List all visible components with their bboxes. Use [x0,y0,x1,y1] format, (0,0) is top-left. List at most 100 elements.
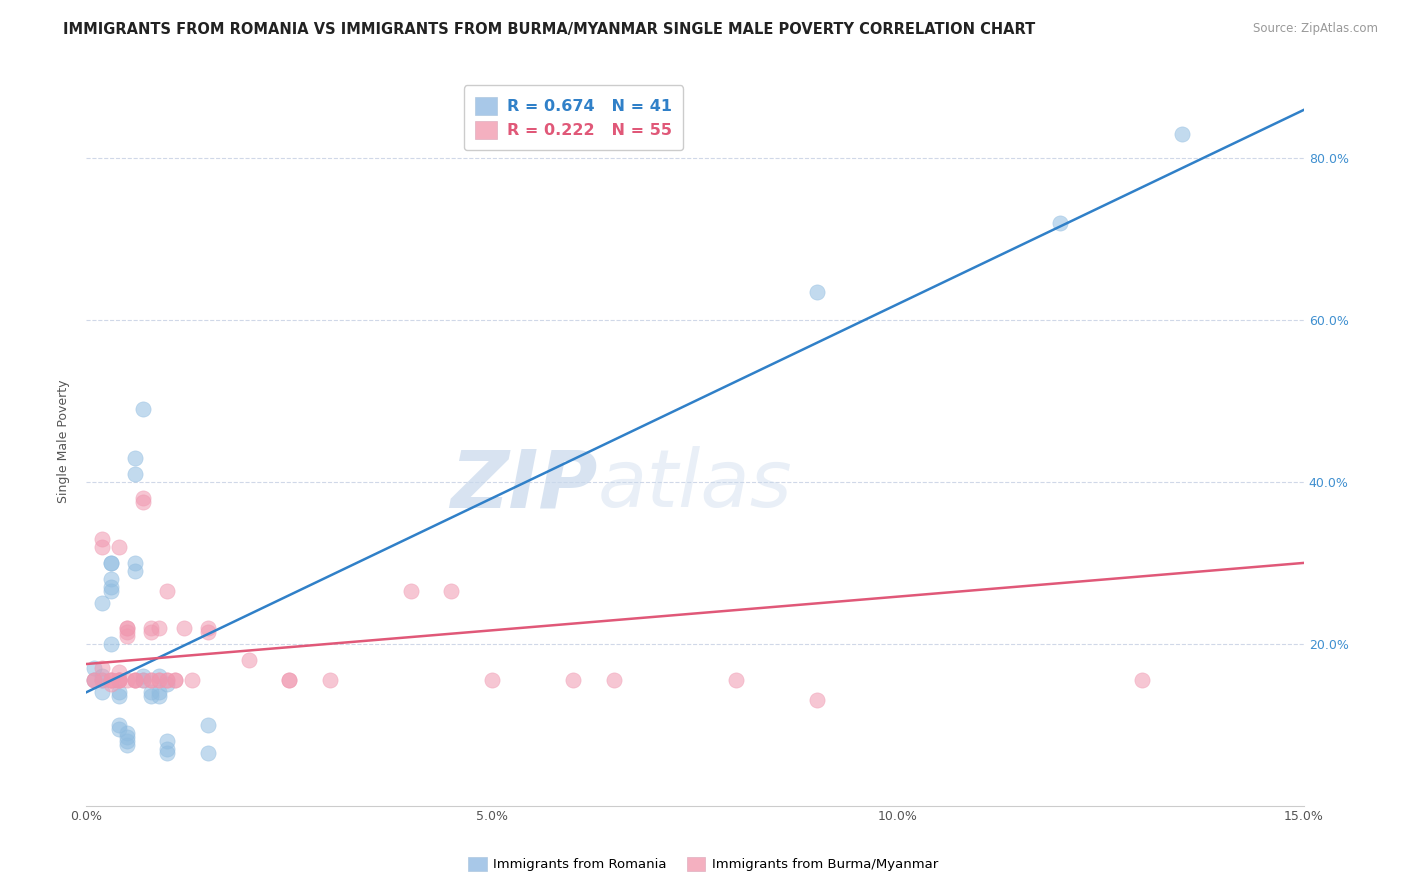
Point [115,673,138,688]
Point [100,637,122,651]
Point [132,402,155,417]
Text: atlas: atlas [598,446,793,524]
Point [197,717,219,731]
Point [148,621,170,635]
Point [91,673,114,688]
Point [83,673,105,688]
Point [83,673,105,688]
Point [139,624,162,639]
Point [197,624,219,639]
Point [100,584,122,599]
Point [440,584,463,599]
Point [197,746,219,760]
Point [156,584,179,599]
Point [139,685,162,699]
Point [83,661,105,675]
Point [238,653,260,667]
Point [132,673,155,688]
Point [156,677,179,691]
Point [100,673,122,688]
Point [107,673,129,688]
Point [115,738,138,752]
Point [156,673,179,688]
Point [156,746,179,760]
Point [1171,127,1194,141]
Point [165,673,187,688]
Point [115,621,138,635]
Point [91,669,114,683]
Point [180,673,202,688]
Legend: Immigrants from Romania, Immigrants from Burma/Myanmar: Immigrants from Romania, Immigrants from… [463,852,943,877]
Point [148,685,170,699]
Point [100,677,122,691]
Point [124,450,146,465]
Point [806,693,828,707]
Point [148,690,170,704]
Text: Source: ZipAtlas.com: Source: ZipAtlas.com [1253,22,1378,36]
Point [481,673,503,688]
Point [107,717,129,731]
Point [124,564,146,578]
Text: IMMIGRANTS FROM ROMANIA VS IMMIGRANTS FROM BURMA/MYANMAR SINGLE MALE POVERTY COR: IMMIGRANTS FROM ROMANIA VS IMMIGRANTS FR… [63,22,1036,37]
Point [100,673,122,688]
Text: ZIP: ZIP [450,446,598,524]
Point [107,673,129,688]
Point [107,540,129,554]
Point [107,665,129,679]
Point [1130,673,1153,688]
Point [173,621,195,635]
Point [124,673,146,688]
Point [139,673,162,688]
Point [399,584,422,599]
Point [107,673,129,688]
Point [148,673,170,688]
Point [278,673,301,688]
Point [100,556,122,570]
Point [107,685,129,699]
Point [156,734,179,748]
Point [115,621,138,635]
Point [91,673,114,688]
Point [319,673,342,688]
Point [91,596,114,610]
Point [124,673,146,688]
Point [100,580,122,594]
Point [124,673,146,688]
Point [83,673,105,688]
Point [562,673,585,688]
Point [124,467,146,481]
Point [132,669,155,683]
Point [107,690,129,704]
Point [156,673,179,688]
Point [115,730,138,744]
Point [115,629,138,643]
Point [124,556,146,570]
Point [132,491,155,505]
Point [603,673,626,688]
Point [100,673,122,688]
Point [1049,216,1071,230]
Point [148,673,170,688]
Point [91,532,114,546]
Point [139,690,162,704]
Point [148,669,170,683]
Point [165,673,187,688]
Point [115,734,138,748]
Point [100,572,122,586]
Point [278,673,301,688]
Y-axis label: Single Male Poverty: Single Male Poverty [58,380,70,503]
Point [107,673,129,688]
Legend: R = 0.674   N = 41, R = 0.222   N = 55: R = 0.674 N = 41, R = 0.222 N = 55 [464,86,683,150]
Point [107,722,129,736]
Point [139,621,162,635]
Point [132,673,155,688]
Point [132,495,155,509]
Point [91,540,114,554]
Point [115,624,138,639]
Point [100,556,122,570]
Point [91,661,114,675]
Point [724,673,747,688]
Point [197,621,219,635]
Point [91,685,114,699]
Point [806,285,828,299]
